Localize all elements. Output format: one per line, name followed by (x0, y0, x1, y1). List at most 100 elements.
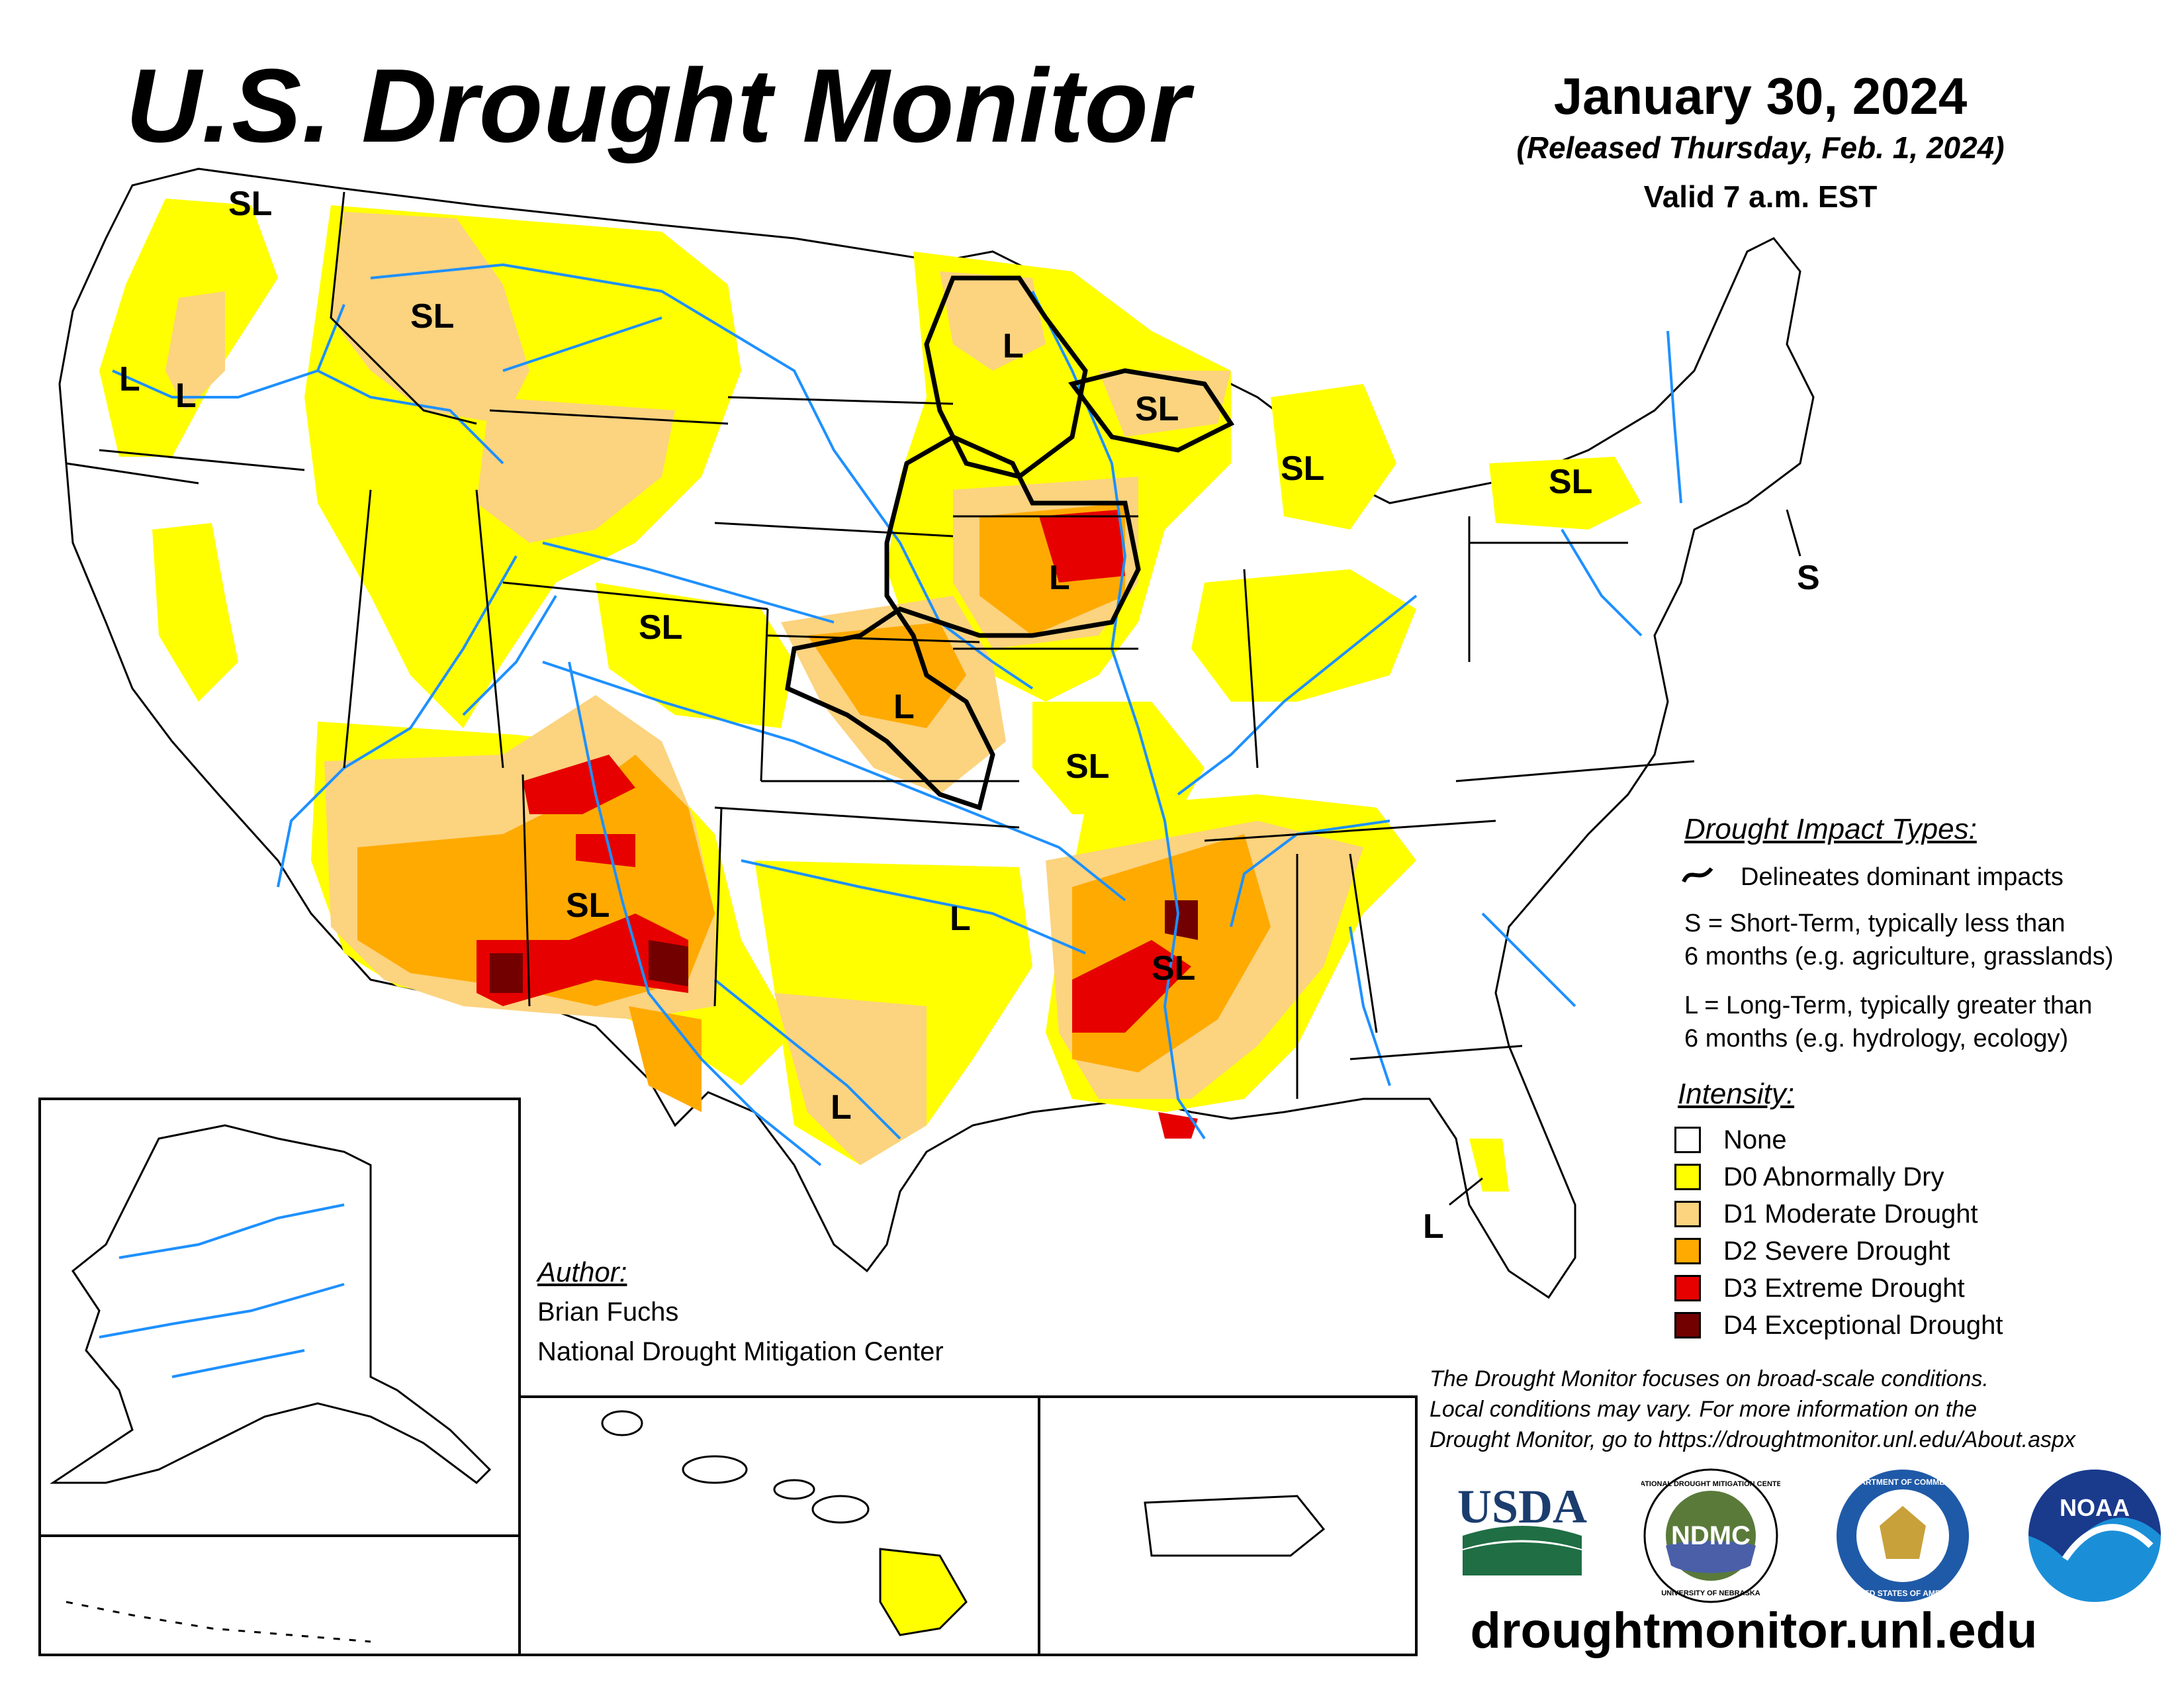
puerto-rico-outline (1144, 1495, 1326, 1557)
valid-time: Valid 7 a.m. EST (1643, 179, 1878, 214)
border-co-ks (760, 608, 769, 782)
intensity-heading: Intensity: (1678, 1078, 1795, 1110)
d4-mississippi (1165, 900, 1198, 940)
river-ohio (1177, 594, 1418, 796)
border-il-in (1243, 569, 1259, 769)
impact-delineation-lines (785, 275, 1235, 811)
usda-logo: USDA (1457, 1480, 1587, 1575)
pointer-line-florida (1449, 1177, 1483, 1206)
disclaimer-line2: Local conditions may vary. For more info… (1430, 1397, 1978, 1422)
border-id-mt (330, 191, 477, 425)
river-yellowstone (502, 316, 662, 372)
river-arkansas (542, 661, 1126, 902)
big-island (879, 1548, 968, 1636)
pointer-line-new-england (1786, 509, 1801, 557)
border-ne-ks (767, 634, 980, 643)
author-name: Brian Fuchs (537, 1297, 679, 1327)
impact-line-michigan-up (1068, 368, 1235, 453)
river-savannah (1481, 912, 1576, 1008)
label-sl-missouri: SL (1066, 747, 1109, 786)
border-al-ga (1349, 853, 1378, 1033)
svg-text:DEPARTMENT OF COMMERCE: DEPARTMENT OF COMMERCE (1844, 1477, 1961, 1487)
ndmc-logo: NDMC NATIONAL DROUGHT MITIGATION CENTER … (1641, 1468, 1780, 1603)
hawaii-inset (518, 1395, 1040, 1656)
delineates-text: Delineates dominant impacts (1741, 863, 2064, 891)
commerce-logo: DEPARTMENT OF COMMERCE UNITED STATES OF … (1837, 1470, 1969, 1602)
label-sl-montana: SL (410, 297, 454, 336)
d0-ohio-valley (1191, 569, 1416, 702)
d0-michigan (1271, 384, 1396, 530)
border-or-ca (66, 462, 199, 485)
label-l-oregon-east: L (175, 377, 197, 415)
label-sl-mississippi: SL (1152, 949, 1195, 988)
d2-kansas (807, 622, 966, 728)
legend-label-d2: D2 Severe Drought (1723, 1237, 1950, 1266)
map-date: January 30, 2024 (1553, 67, 1968, 125)
d0-missouri (1032, 702, 1205, 814)
d1-minnesota (940, 271, 1046, 371)
river-red (741, 859, 1086, 955)
border-va-nc (1455, 760, 1695, 782)
long-term-line1: L = Long-Term, typically greater than (1684, 992, 2093, 1019)
river-colorado-upper (462, 594, 557, 716)
aleutian-chain (66, 1601, 371, 1643)
label-l-minnesota: L (1003, 327, 1024, 365)
impact-line-iowa-kansas (785, 434, 1141, 811)
release-date: (Released Thursday, Feb. 1, 2024) (1516, 130, 2005, 165)
d1-texas-central (774, 993, 927, 1165)
svg-text:NOAA: NOAA (2060, 1494, 2130, 1521)
border-mt-wy (489, 409, 729, 425)
short-term-line2: 6 months (e.g. agriculture, grasslands) (1684, 943, 2114, 970)
d4-new-mexico-southwest (490, 953, 523, 993)
rivers (112, 263, 1682, 1166)
svg-text:UNIVERSITY OF NEBRASKA: UNIVERSITY OF NEBRASKA (1661, 1589, 1760, 1597)
label-sl-washington: SL (228, 185, 272, 223)
swatch-d1 (1674, 1201, 1701, 1227)
legend-item-d2: D2 Severe Drought (1674, 1235, 1950, 1268)
delineation-line-icon (1682, 867, 1713, 883)
river-susquehanna (1561, 528, 1643, 637)
d2-texas-southwest (629, 1006, 702, 1112)
d3-new-mexico-central (576, 834, 635, 867)
d0-central-plains (596, 583, 794, 728)
d3-extreme-drought-areas (477, 510, 1198, 1139)
website-url: droughtmonitor.unl.edu (1470, 1603, 2038, 1659)
svg-text:UNITED STATES OF AMERICA: UNITED STATES OF AMERICA (1846, 1589, 1960, 1598)
legend-item-d4: D4 Exceptional Drought (1674, 1309, 2003, 1342)
label-sl-colorado: SL (639, 608, 682, 647)
legend-item-d3: D3 Extreme Drought (1674, 1272, 1965, 1305)
d3-iowa (1039, 510, 1125, 583)
label-sl-new-mexico: SL (566, 886, 610, 925)
legend-label-d4: D4 Exceptional Drought (1723, 1311, 2003, 1340)
svg-text:USDA: USDA (1457, 1480, 1587, 1533)
border-az-nm (522, 774, 531, 1007)
swatch-d0 (1674, 1164, 1701, 1190)
legend-item-d1: D1 Moderate Drought (1674, 1197, 1978, 1231)
border-nm-tx (713, 807, 723, 1007)
river-colorado (277, 555, 518, 888)
legend-item-d0: D0 Abnormally Dry (1674, 1160, 1944, 1194)
label-l-oregon-west: L (119, 360, 140, 399)
noaa-logo: NOAA (2028, 1470, 2161, 1602)
label-l-florida: L (1423, 1207, 1444, 1246)
label-sl-new-york: SL (1549, 463, 1592, 501)
legend-label-d1: D1 Moderate Drought (1723, 1199, 1978, 1229)
author-heading: Author: (537, 1256, 627, 1288)
border-ok-tx (714, 806, 1020, 829)
border-sd-ne (714, 522, 954, 538)
border-nv-ut (343, 489, 372, 769)
border-wa-or (99, 449, 305, 471)
d3-louisiana-coast (1158, 1112, 1198, 1139)
d1-wyoming-colorado (477, 397, 675, 543)
d1-upper-michigan (1099, 371, 1231, 437)
author-organization: National Drought Mitigation Center (537, 1337, 944, 1366)
legend-label-d3: D3 Extreme Drought (1723, 1274, 1965, 1303)
border-ga-fl (1349, 1045, 1523, 1060)
river-texas-colorado (713, 978, 901, 1140)
river-mississippi (1031, 291, 1206, 1140)
label-l-iowa: L (1049, 559, 1070, 597)
disclaimer-line1: The Drought Monitor focuses on broad-sca… (1430, 1366, 1989, 1391)
svg-text:NATIONAL DROUGHT MITIGATION CE: NATIONAL DROUGHT MITIGATION CENTER (1641, 1480, 1780, 1488)
map-title: U.S. Drought Monitor (126, 48, 1191, 164)
